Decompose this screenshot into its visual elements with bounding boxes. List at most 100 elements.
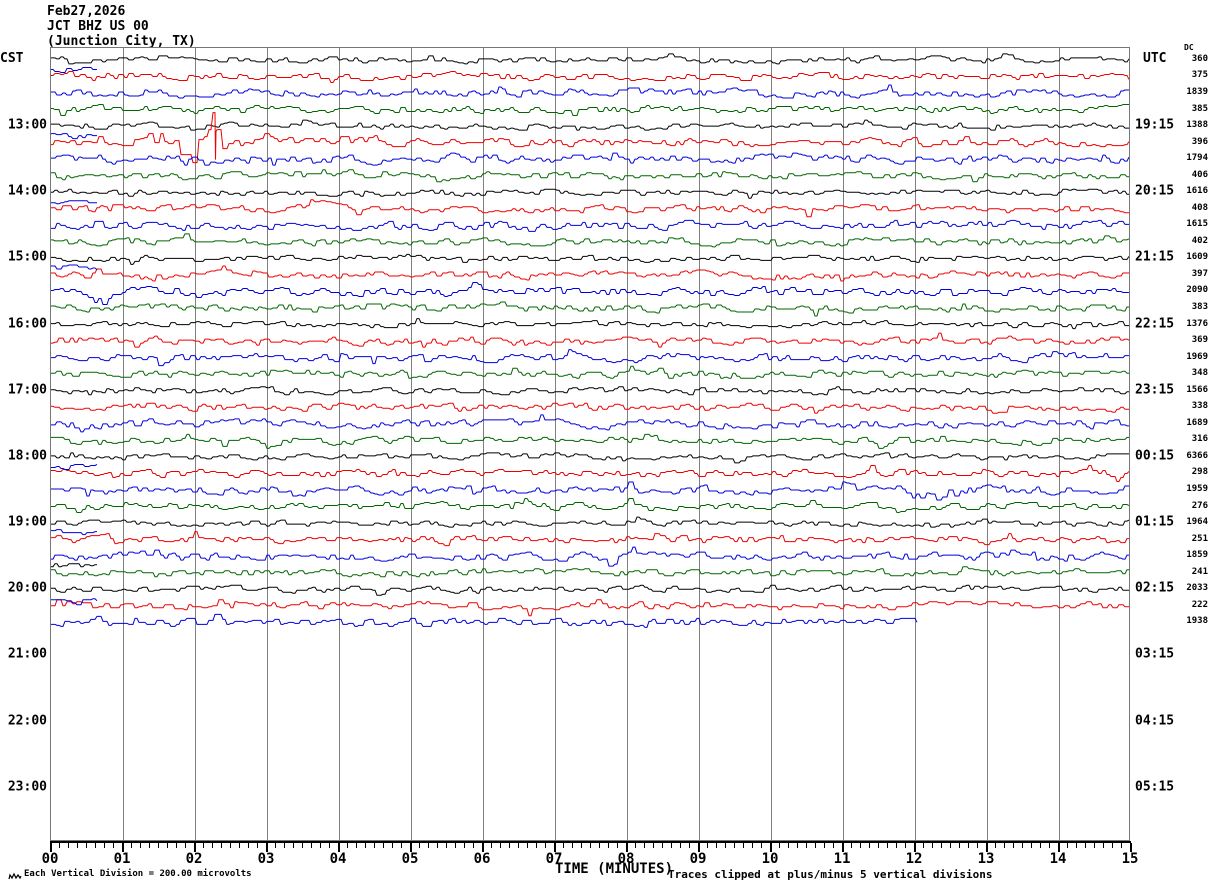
- trace-line: [51, 498, 1129, 514]
- x-axis-line: [50, 841, 1131, 843]
- dc-value: 375: [1191, 70, 1208, 81]
- minute-gridline: [123, 48, 124, 840]
- trace-line: [51, 531, 1129, 547]
- minor-tick: [815, 843, 816, 848]
- x-tick-label-03: 03: [257, 851, 275, 867]
- minor-tick: [707, 843, 708, 848]
- cst-label-1400: 14:00: [7, 183, 47, 199]
- minor-tick: [464, 843, 465, 848]
- minor-tick: [329, 843, 330, 848]
- minor-tick: [365, 843, 366, 848]
- x-tick-label-04: 04: [329, 851, 347, 867]
- utc-label-0315: 03:15: [1135, 646, 1175, 662]
- trace-line: [51, 613, 918, 628]
- minor-tick: [680, 843, 681, 848]
- trace-line: [51, 53, 1129, 65]
- trace-line: [51, 253, 1129, 265]
- x-tick-label-01: 01: [113, 851, 131, 867]
- utc-label-0415: 04:15: [1135, 713, 1175, 729]
- scale-note: Each Vertical Division = 200.00 microvol…: [24, 869, 252, 879]
- trace-line: [51, 233, 1129, 248]
- trace-line: [51, 188, 1129, 199]
- minor-tick: [1094, 843, 1095, 848]
- minor-tick: [167, 843, 168, 848]
- minor-tick: [563, 843, 564, 848]
- x-tick-label-09: 09: [689, 851, 707, 867]
- minute-gridline: [915, 48, 916, 840]
- left-timezone-label: CST: [0, 51, 24, 66]
- minor-tick: [1004, 843, 1005, 848]
- lead-artifact: [51, 133, 97, 140]
- lead-artifact: [51, 598, 98, 606]
- trace-line: [51, 349, 1129, 367]
- dc-value: 369: [1191, 335, 1208, 346]
- header-station: JCT BHZ US 00: [47, 19, 149, 34]
- dc-column-header: DC: [1184, 43, 1194, 52]
- minor-tick: [383, 843, 384, 848]
- minor-tick: [932, 843, 933, 848]
- utc-label-0115: 01:15: [1135, 514, 1175, 530]
- cst-label-1600: 16:00: [7, 316, 47, 332]
- dc-value: 1609: [1186, 252, 1208, 263]
- lead-artifact: [51, 463, 98, 470]
- major-tick: [194, 843, 196, 852]
- minor-tick: [1076, 843, 1077, 848]
- trace-line: [51, 546, 1129, 567]
- minor-tick: [284, 843, 285, 848]
- dc-value: 2090: [1186, 285, 1208, 296]
- trace-line: [51, 386, 1129, 396]
- x-tick-label-05: 05: [401, 851, 419, 867]
- minor-tick: [455, 843, 456, 848]
- trace-line: [51, 584, 1129, 596]
- minute-gridline: [699, 48, 700, 840]
- minor-tick: [941, 843, 942, 848]
- minor-tick: [860, 843, 861, 848]
- minor-tick: [275, 843, 276, 848]
- minute-gridline: [267, 48, 268, 840]
- major-tick: [50, 843, 52, 852]
- dc-value: 1376: [1186, 318, 1208, 329]
- cst-label-2100: 21:00: [7, 646, 47, 662]
- minor-tick: [248, 843, 249, 848]
- trace-line: [51, 265, 1129, 282]
- minor-tick: [797, 843, 798, 848]
- minor-tick: [518, 843, 519, 848]
- major-tick: [1130, 843, 1132, 852]
- minor-tick: [1103, 843, 1104, 848]
- trace-line: [51, 301, 1129, 317]
- minor-tick: [293, 843, 294, 848]
- trace-line: [51, 219, 1129, 232]
- minor-tick: [590, 843, 591, 848]
- dc-value: 1839: [1186, 86, 1208, 97]
- trace-line: [51, 281, 1129, 305]
- minor-tick: [374, 843, 375, 848]
- minor-tick: [977, 843, 978, 848]
- major-tick: [626, 843, 628, 852]
- minor-tick: [140, 843, 141, 848]
- dc-value: 1859: [1186, 550, 1208, 561]
- dc-value: 396: [1191, 136, 1208, 147]
- minor-tick: [131, 843, 132, 848]
- trace-line: [51, 70, 1129, 83]
- minor-tick: [86, 843, 87, 848]
- trace-line: [51, 481, 1129, 501]
- minute-gridline: [771, 48, 772, 840]
- x-tick-label-08: 08: [617, 851, 635, 867]
- minor-tick: [824, 843, 825, 848]
- minute-gridline: [1059, 48, 1060, 840]
- minor-tick: [311, 843, 312, 848]
- dc-value: 316: [1191, 434, 1208, 445]
- trace-line: [51, 112, 1129, 164]
- cst-label-2200: 22:00: [7, 713, 47, 729]
- minor-tick: [1013, 843, 1014, 848]
- minor-tick: [239, 843, 240, 848]
- trace-line: [51, 452, 1129, 464]
- trace-line: [51, 318, 1129, 330]
- minor-tick: [788, 843, 789, 848]
- minor-tick: [1049, 843, 1050, 848]
- minor-tick: [212, 843, 213, 848]
- dc-value: 1615: [1186, 219, 1208, 230]
- major-tick: [842, 843, 844, 852]
- major-tick: [1058, 843, 1060, 852]
